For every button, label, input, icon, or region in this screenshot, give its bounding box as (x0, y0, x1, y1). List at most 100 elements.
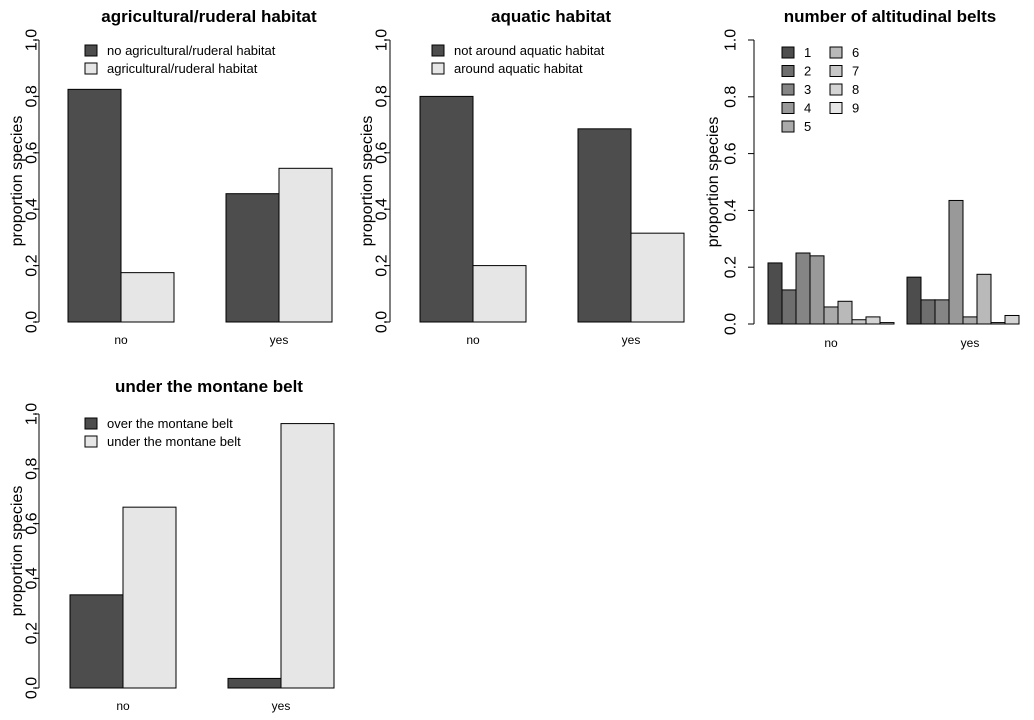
bar-no-7 (851, 319, 867, 325)
bar-yes-1 (906, 276, 922, 325)
bar-no-1 (767, 262, 783, 325)
legend-label: agricultural/ruderal habitat (107, 61, 258, 76)
bar-no-not-around-aquatic-habitat (419, 95, 474, 323)
y-tick-label: 1.0 (24, 29, 41, 51)
y-tick-label: 0.6 (24, 142, 41, 164)
legend-label: around aquatic habitat (454, 61, 583, 76)
y-tick-label: 1.0 (24, 403, 41, 425)
y-tick-label: 0.4 (24, 198, 41, 220)
bar-yes-over-the-montane-belt (227, 677, 282, 689)
bar-no-under-the-montane-belt (122, 506, 177, 689)
legend-swatch (781, 83, 795, 96)
bar-no-5 (823, 306, 839, 325)
x-category-label: no (114, 333, 128, 347)
y-axis-label: proportion species (9, 116, 26, 247)
legend-swatch (84, 62, 98, 75)
y-tick-label: 1.0 (374, 29, 391, 51)
legend-swatch (431, 44, 445, 57)
y-tick-label: 0.0 (24, 677, 41, 699)
legend-swatch (829, 65, 843, 77)
legend-swatch (781, 65, 795, 77)
y-tick-label: 0.4 (374, 198, 391, 220)
y-tick-label: 0.6 (723, 142, 740, 164)
bar-yes-8 (1004, 314, 1020, 325)
y-tick-label: 0.6 (374, 142, 391, 164)
bar-no-over-the-montane-belt (69, 594, 124, 689)
bar-yes-no-agricultural-ruderal-habitat (225, 193, 280, 323)
x-category-label: no (466, 333, 480, 347)
legend-swatch (781, 120, 795, 133)
legend-label: no agricultural/ruderal habitat (107, 43, 276, 58)
legend-label: 4 (804, 101, 811, 116)
legend-label: 7 (852, 64, 859, 79)
legend-swatch (829, 102, 843, 114)
x-category-label: yes (961, 336, 980, 350)
bar-no-8 (865, 316, 881, 325)
y-axis-label: proportion species (9, 486, 26, 617)
chart-title: aquatic habitat (491, 7, 611, 26)
legend-label: 3 (804, 82, 811, 97)
bar-yes-under-the-montane-belt (280, 423, 335, 689)
y-tick-label: 0.2 (24, 254, 41, 276)
panel-aquatic-habitat: aquatic habitat proportion species 0.0 0.2 0… (359, 7, 685, 347)
y-axis-label: proportion species (359, 116, 376, 247)
bar-no-around-aquatic-habitat (472, 265, 527, 323)
y-tick-label: 0.2 (24, 622, 41, 644)
bar-no-4 (809, 255, 825, 325)
x-category-label: yes (622, 333, 641, 347)
bar-yes-2 (920, 299, 936, 325)
bar-no-2 (781, 289, 797, 325)
legend-label: 6 (852, 45, 859, 60)
y-tick-label: 0.8 (374, 85, 391, 107)
bar-no-3 (795, 252, 811, 325)
bar-yes-5 (962, 316, 978, 325)
bar-yes-around-aquatic-habitat (630, 232, 685, 323)
legend-label: 2 (804, 64, 811, 79)
legend-label: 5 (804, 119, 811, 134)
legend-swatch (781, 46, 795, 59)
bar-no-no-agricultural-ruderal-habitat (67, 88, 122, 323)
legend-swatch (84, 435, 98, 448)
legend-label: over the montane belt (107, 416, 233, 431)
legend-label: 9 (852, 101, 859, 116)
legend-swatch (829, 46, 843, 59)
panel-under-the-montane-belt: under the montane belt proportion species… (9, 377, 335, 713)
bar-yes-3 (934, 299, 950, 325)
legend-swatch (84, 417, 98, 430)
legend-swatch (829, 83, 843, 96)
panel-agricultural-ruderal-habitat: agricultural/ruderal habitat proportion s… (9, 7, 333, 347)
y-tick-label: 0.0 (723, 313, 740, 335)
legend-label: not around aquatic habitat (454, 43, 605, 58)
y-tick-label: 0.6 (24, 512, 41, 534)
panel-number-of-altitudinal-belts: number of altitudinal belts proportion sp… (705, 7, 1020, 350)
chart-title: under the montane belt (115, 377, 303, 396)
legend-label: 8 (852, 82, 859, 97)
bar-no-6 (837, 300, 853, 325)
bar-yes-7 (990, 322, 1006, 325)
y-tick-label: 0.2 (723, 256, 740, 278)
x-category-label: no (116, 699, 130, 713)
x-category-label: yes (272, 699, 291, 713)
y-axis-label: proportion species (705, 117, 722, 248)
x-category-label: yes (270, 333, 289, 347)
chart-title: agricultural/ruderal habitat (101, 7, 317, 26)
chart-title: number of altitudinal belts (784, 7, 997, 26)
y-tick-label: 0.8 (24, 85, 41, 107)
y-tick-label: 0.2 (374, 254, 391, 276)
bar-yes-not-around-aquatic-habitat (577, 128, 632, 323)
bar-yes-4 (948, 199, 964, 325)
y-tick-label: 0.0 (24, 311, 41, 333)
bar-no-agricultural-ruderal-habitat (120, 272, 175, 323)
legend-swatch (431, 62, 445, 75)
legend-swatch (781, 102, 795, 114)
legend-label: under the montane belt (107, 434, 241, 449)
y-tick-label: 1.0 (723, 29, 740, 51)
bar-yes-agricultural-ruderal-habitat (278, 167, 333, 323)
y-tick-label: 0.4 (723, 199, 740, 221)
y-tick-label: 0.8 (723, 86, 740, 108)
y-tick-label: 0.8 (24, 458, 41, 480)
x-category-label: no (824, 336, 838, 350)
bar-no-9 (879, 322, 895, 325)
bar-yes-6 (976, 273, 992, 325)
